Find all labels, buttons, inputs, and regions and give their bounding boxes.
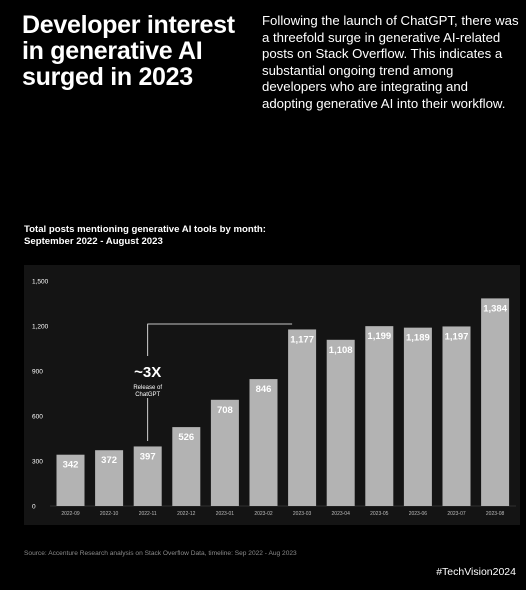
bar-value-label: 1,189 (406, 333, 430, 344)
bar (210, 399, 239, 506)
y-tick-label: 1,500 (32, 279, 49, 286)
bar (481, 298, 510, 506)
annotation-bracket (147, 323, 293, 356)
bar (442, 326, 471, 506)
bar-value-label: 846 (256, 384, 272, 395)
x-tick-label: 2022-09 (61, 511, 80, 517)
source-note: Source: Accenture Research analysis on S… (24, 550, 297, 557)
chart-panel: 0 300 600 900 1,200 1,500 342 2022-09 372 2022-10… (24, 265, 520, 525)
bar-value-label: 397 (140, 451, 156, 462)
bar-value-label: 1,108 (329, 345, 353, 356)
y-tick-label: 900 (32, 369, 43, 376)
annotation-multiplier: ~3X (134, 364, 161, 381)
x-tick-label: 2022-11 (139, 511, 157, 517)
bar-value-label: 526 (178, 432, 194, 443)
x-tick-label: 2023-02 (254, 511, 273, 517)
headline: Developer interest in generative AI surg… (22, 11, 235, 91)
y-tick-label: 300 (32, 459, 43, 466)
hashtag: #TechVision2024 (436, 566, 516, 578)
x-tick-label: 2023-07 (447, 511, 466, 517)
x-tick-label: 2023-06 (409, 511, 428, 517)
x-tick-label: 2022-12 (177, 511, 196, 517)
bar-value-label: 1,177 (290, 334, 314, 345)
bar (365, 326, 394, 506)
bar (249, 379, 278, 506)
bar-chart: 0 300 600 900 1,200 1,500 342 2022-09 372 2022-10… (32, 279, 516, 517)
bar-value-label: 372 (101, 455, 117, 466)
x-tick-label: 2023-08 (486, 511, 505, 517)
y-tick-label: 0 (32, 504, 36, 511)
x-tick-label: 2023-04 (332, 511, 351, 517)
x-tick-label: 2022-10 (100, 511, 119, 517)
bar (56, 454, 85, 506)
bar (403, 327, 432, 506)
bar-value-label: 1,197 (445, 331, 469, 342)
chart-title: Total posts mentioning generative AI too… (24, 224, 266, 247)
bar (95, 450, 124, 506)
bar-value-label: 1,199 (367, 331, 391, 342)
bar-value-label: 708 (217, 405, 233, 416)
intro-text: Following the launch of ChatGPT, there w… (262, 13, 519, 111)
y-tick-label: 600 (32, 414, 43, 421)
y-tick-label: 1,200 (32, 324, 49, 331)
bar (288, 329, 317, 506)
bar-value-label: 342 (63, 460, 79, 471)
bar (133, 446, 162, 506)
annotation-caption: Release of ChatGPT (133, 385, 162, 398)
x-tick-label: 2023-01 (216, 511, 235, 517)
bar (172, 427, 201, 506)
x-tick-label: 2023-03 (293, 511, 312, 517)
bar-value-label: 1,384 (483, 303, 507, 314)
x-tick-label: 2023-05 (370, 511, 389, 517)
bar (326, 339, 355, 506)
